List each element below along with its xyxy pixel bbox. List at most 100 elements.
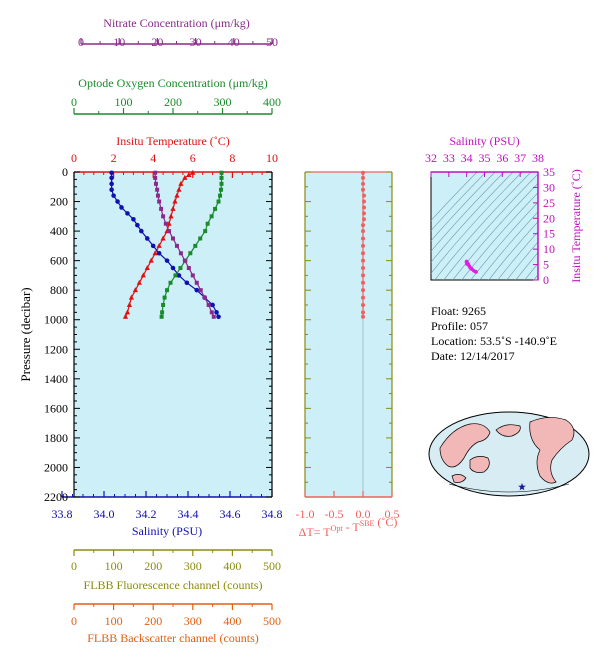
- delta-label-superscript: Opt: [331, 524, 344, 533]
- delta-tick-label: -1.0: [296, 507, 315, 521]
- data-point: [178, 180, 184, 186]
- float-info: Float: 9265 Profile: 057 Location: 53.5˚…: [431, 304, 557, 364]
- data-point: [153, 175, 158, 180]
- pressure-tick-label: 400: [50, 224, 68, 238]
- inset-salinity-axis-label: Salinity (PSU): [449, 134, 519, 148]
- data-point: [178, 266, 183, 271]
- data-point: [132, 287, 138, 293]
- salinity-axis-tick-label: 33.8: [52, 507, 73, 521]
- data-point: [219, 181, 224, 186]
- world-map: [428, 411, 590, 497]
- backscatter-axis-tick-label: 100: [105, 614, 123, 628]
- data-point: [159, 206, 164, 211]
- data-point: [155, 193, 160, 198]
- data-point: [361, 295, 365, 300]
- data-point: [362, 193, 366, 198]
- fluorescence-axis-tick-label: 0: [71, 559, 77, 573]
- series-line: [154, 172, 215, 318]
- data-point: [361, 314, 365, 319]
- nitrate-axis-tick-label: 20: [151, 35, 163, 49]
- series-delta: [361, 170, 366, 319]
- data-point: [205, 221, 210, 226]
- density-contour: [431, 172, 514, 263]
- data-point: [361, 288, 365, 293]
- density-contour: [434, 172, 532, 280]
- delta-tick-label: 0.0: [356, 507, 371, 521]
- date: Date: 12/14/2017: [431, 349, 515, 363]
- pressure-tick-label: 0: [62, 165, 68, 179]
- delta-label-superscript: SBE: [360, 519, 375, 528]
- data-point: [194, 287, 200, 293]
- delta-label-part: ΔT= T: [299, 525, 332, 539]
- inset-temperature-tick-label: 20: [543, 211, 555, 225]
- nitrate-axis-tick-label: 10: [113, 35, 125, 49]
- pressure-tick-label: 800: [50, 283, 68, 297]
- inset-salinity-tick-label: 32: [425, 151, 437, 165]
- series-nitrate: [153, 170, 216, 319]
- inset-salinity-tick-label: 34: [461, 151, 473, 165]
- data-point: [162, 295, 167, 300]
- density-contour: [461, 192, 538, 280]
- salinity-axis-tick-label: 34.6: [220, 507, 241, 521]
- data-point: [198, 236, 203, 241]
- data-point: [465, 262, 469, 266]
- data-point: [109, 181, 114, 187]
- density-contour: [488, 221, 538, 280]
- backscatter-axis-tick-label: 500: [263, 614, 281, 628]
- data-point: [139, 228, 144, 234]
- delta-axis: -1.0 -0.5 0.0 0.5ΔT= TOpt - TSBE (˚C): [296, 491, 400, 539]
- data-point: [135, 222, 140, 228]
- data-point: [361, 243, 365, 248]
- inset-salinity-axis: 32 33 34 35 36 37 38 Salinity (PSU): [425, 134, 544, 177]
- nitrate-axis-tick-label: 0: [78, 35, 84, 49]
- data-point: [190, 273, 195, 278]
- inset-salinity-tick-label: 36: [496, 151, 508, 165]
- temperature-axis-tick-label: 2: [111, 151, 117, 165]
- density-contour: [479, 211, 538, 280]
- data-point: [209, 214, 214, 219]
- data-point: [186, 171, 192, 177]
- backscatter-axis-tick-label: 0: [71, 614, 77, 628]
- data-point: [153, 181, 158, 186]
- data-point: [362, 205, 366, 210]
- data-point: [168, 280, 173, 285]
- data-point: [182, 174, 188, 180]
- data-point: [171, 236, 175, 241]
- data-point: [148, 257, 154, 263]
- data-point: [206, 302, 211, 307]
- data-point: [160, 235, 166, 241]
- data-point: [214, 310, 219, 315]
- fluorescence-axis-tick-label: 400: [223, 559, 241, 573]
- map-landmass: [495, 424, 521, 437]
- pressure-tick-label: 200: [50, 195, 68, 209]
- inset-salinity-tick-label: 35: [479, 151, 491, 165]
- float-location-star-icon: [518, 483, 526, 491]
- data-point: [219, 187, 224, 192]
- pressure-tick-label: 1800: [44, 431, 68, 445]
- data-point: [125, 211, 130, 216]
- pressure-tick-label: 1200: [44, 342, 68, 356]
- data-point: [164, 258, 170, 263]
- delta-tick-label: -0.5: [325, 507, 344, 521]
- data-point: [209, 310, 214, 315]
- data-point: [152, 250, 158, 256]
- delta-label-part: (˚C): [374, 515, 397, 529]
- fluorescence-axis-tick-label: 500: [263, 559, 281, 573]
- pressure-tick-label: 2200: [44, 490, 68, 504]
- density-contour: [524, 262, 538, 280]
- density-contour: [515, 252, 538, 280]
- density-contour: [497, 231, 538, 280]
- data-point: [144, 265, 150, 271]
- data-point: [219, 170, 224, 175]
- data-point: [188, 251, 193, 256]
- pressure-tick-label: 1000: [44, 313, 68, 327]
- series-temperature: [122, 169, 196, 319]
- data-point: [361, 170, 365, 175]
- data-point: [361, 181, 365, 186]
- data-point: [124, 309, 131, 315]
- data-point: [474, 270, 478, 274]
- data-point: [174, 192, 180, 198]
- data-point: [109, 187, 114, 193]
- data-point: [163, 221, 168, 226]
- data-point: [362, 211, 366, 216]
